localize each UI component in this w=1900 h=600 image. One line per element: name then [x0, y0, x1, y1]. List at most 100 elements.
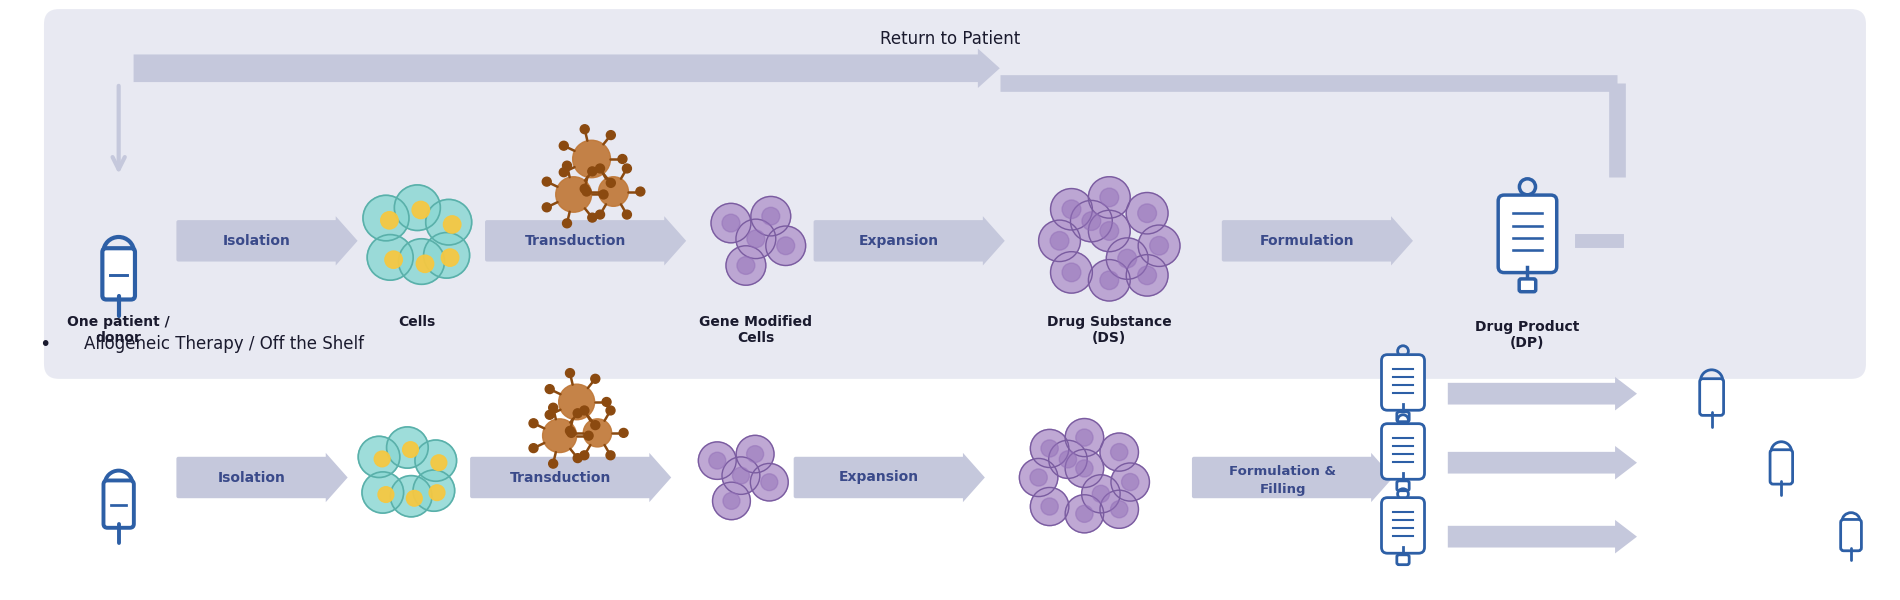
Circle shape [1089, 177, 1130, 218]
Circle shape [1138, 225, 1180, 266]
Circle shape [545, 385, 555, 394]
Text: Cells: Cells [399, 315, 435, 329]
Circle shape [1112, 500, 1129, 518]
Circle shape [574, 454, 581, 463]
Circle shape [1127, 254, 1168, 296]
Circle shape [1106, 238, 1148, 279]
Circle shape [1089, 260, 1130, 301]
Circle shape [1062, 263, 1081, 282]
Circle shape [619, 428, 629, 437]
Circle shape [606, 131, 616, 140]
Circle shape [747, 230, 766, 248]
Circle shape [363, 195, 408, 241]
Circle shape [722, 214, 739, 232]
Circle shape [595, 164, 604, 173]
Polygon shape [665, 216, 686, 265]
FancyBboxPatch shape [1191, 457, 1374, 498]
Circle shape [528, 419, 538, 428]
FancyBboxPatch shape [1841, 520, 1862, 551]
Circle shape [543, 419, 576, 452]
Circle shape [598, 190, 608, 199]
Circle shape [606, 178, 616, 187]
FancyArrow shape [1448, 446, 1638, 479]
Polygon shape [325, 453, 348, 502]
Text: Isolation: Isolation [218, 470, 287, 485]
Circle shape [1030, 487, 1070, 526]
Circle shape [426, 199, 471, 245]
Text: Drug Product
(DP): Drug Product (DP) [1474, 320, 1579, 350]
Circle shape [443, 216, 462, 233]
Circle shape [602, 398, 612, 406]
Text: Formulation &: Formulation & [1229, 465, 1336, 478]
Circle shape [591, 374, 600, 383]
Circle shape [1049, 440, 1087, 478]
Circle shape [1150, 236, 1168, 255]
Text: •: • [40, 335, 51, 354]
Circle shape [359, 436, 399, 478]
Circle shape [363, 472, 403, 513]
FancyBboxPatch shape [1499, 195, 1556, 272]
Circle shape [766, 226, 806, 265]
Circle shape [1062, 200, 1081, 218]
Circle shape [1092, 485, 1110, 502]
Circle shape [566, 368, 574, 377]
FancyBboxPatch shape [44, 9, 1866, 379]
Polygon shape [336, 216, 357, 265]
Circle shape [1060, 451, 1077, 468]
Circle shape [606, 406, 616, 415]
Circle shape [732, 467, 749, 484]
Text: Return to Patient: Return to Patient [880, 29, 1020, 47]
Circle shape [1039, 220, 1081, 262]
Circle shape [636, 187, 644, 196]
Circle shape [574, 409, 581, 418]
Circle shape [1138, 204, 1157, 223]
Circle shape [711, 203, 750, 243]
Circle shape [1075, 429, 1092, 446]
Polygon shape [1391, 216, 1414, 265]
Circle shape [623, 210, 631, 219]
Circle shape [1075, 460, 1092, 477]
FancyBboxPatch shape [1222, 220, 1393, 262]
Circle shape [367, 235, 412, 280]
Circle shape [595, 210, 604, 219]
Text: Allogeneic Therapy / Off the Shelf: Allogeneic Therapy / Off the Shelf [84, 335, 363, 353]
FancyBboxPatch shape [1520, 279, 1535, 292]
Circle shape [737, 257, 754, 274]
FancyBboxPatch shape [177, 220, 338, 262]
Circle shape [618, 155, 627, 163]
FancyArrow shape [1448, 377, 1638, 410]
Circle shape [412, 202, 429, 218]
Circle shape [583, 431, 593, 440]
Circle shape [566, 428, 576, 437]
Circle shape [1100, 221, 1119, 240]
Polygon shape [1372, 453, 1393, 502]
Circle shape [591, 421, 600, 430]
Circle shape [549, 459, 559, 468]
Text: Expansion: Expansion [840, 470, 920, 485]
Circle shape [762, 208, 779, 225]
Circle shape [726, 246, 766, 285]
Circle shape [441, 249, 458, 266]
FancyBboxPatch shape [794, 457, 965, 498]
Polygon shape [982, 216, 1005, 265]
Polygon shape [650, 453, 671, 502]
Circle shape [1066, 449, 1104, 487]
FancyBboxPatch shape [1771, 450, 1792, 484]
Text: Gene Modified
Cells: Gene Modified Cells [699, 315, 813, 345]
Circle shape [431, 455, 446, 470]
Circle shape [583, 419, 612, 447]
Circle shape [374, 451, 390, 467]
Circle shape [412, 470, 454, 511]
Circle shape [1030, 469, 1047, 486]
Circle shape [399, 239, 445, 284]
Circle shape [416, 255, 433, 272]
Circle shape [722, 457, 760, 494]
Circle shape [1100, 271, 1119, 290]
Circle shape [580, 125, 589, 134]
Circle shape [760, 474, 777, 491]
Circle shape [735, 436, 773, 473]
Circle shape [580, 451, 589, 460]
FancyBboxPatch shape [177, 457, 327, 498]
Circle shape [395, 185, 441, 230]
Circle shape [606, 451, 616, 460]
